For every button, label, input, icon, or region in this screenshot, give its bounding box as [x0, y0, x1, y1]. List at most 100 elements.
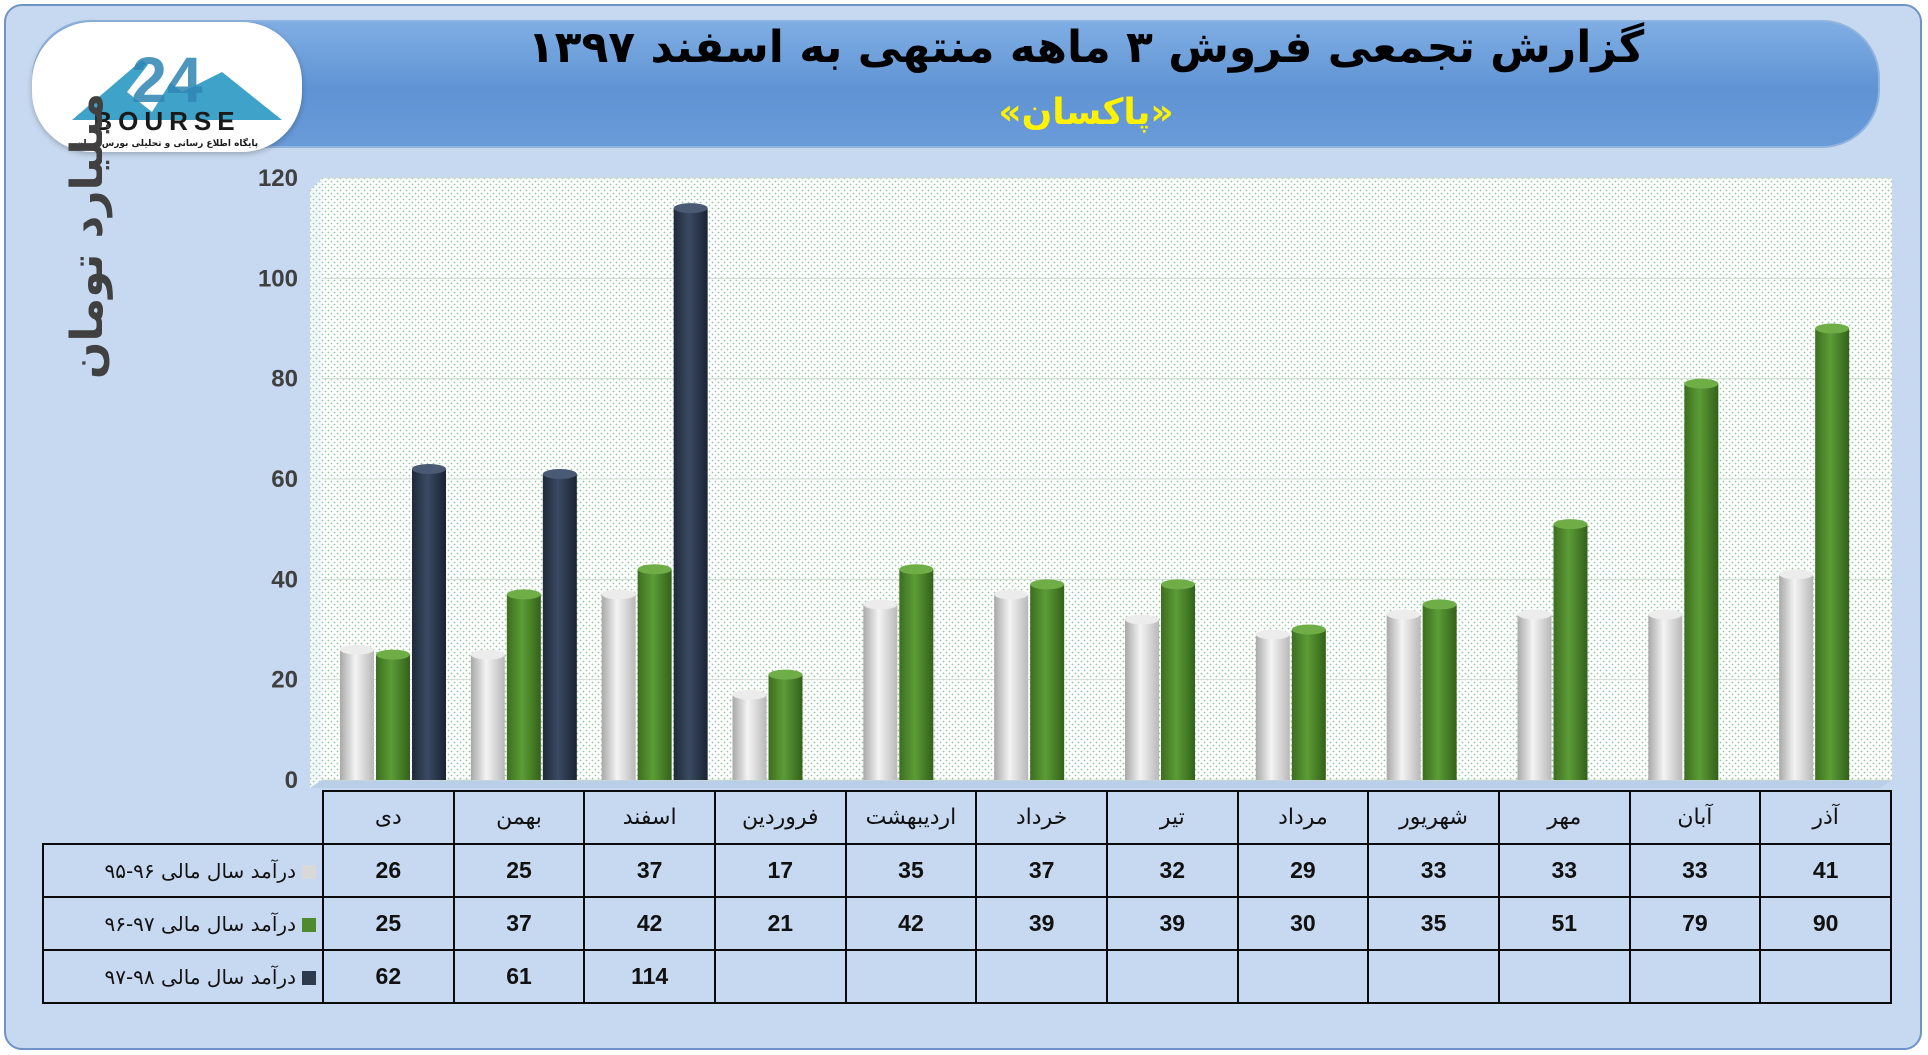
- data-value-cell: 41: [1759, 843, 1892, 898]
- data-value-cell: [1236, 949, 1370, 1004]
- data-value-cell: 17: [713, 843, 847, 898]
- data-value-cell: [844, 949, 978, 1004]
- bar-cap: [1684, 378, 1719, 389]
- bar-cap: [768, 669, 803, 680]
- bar-cap: [637, 564, 672, 575]
- data-value-cell: 39: [1105, 896, 1239, 951]
- series-2-swatch: [302, 918, 316, 932]
- bar-cap: [542, 468, 577, 479]
- data-value-cell: 61: [452, 949, 586, 1004]
- bar-cap: [1553, 519, 1588, 530]
- data-value-cell: 51: [1497, 896, 1631, 951]
- data-value-cell: 35: [1367, 896, 1500, 951]
- bars: [340, 203, 1850, 781]
- bourse-logo-icon: 24 BOURSE پایگاه اطلاع رسانی و تحلیلی بو…: [72, 44, 282, 149]
- bar: [1125, 619, 1159, 780]
- data-value-cell: 37: [975, 843, 1108, 898]
- chart-title: گزارش تجمعی فروش ۳ ماهه منتهی به اسفند ۱…: [527, 22, 1645, 73]
- bar-cap: [1815, 323, 1850, 334]
- bar: [673, 208, 708, 781]
- data-value-cell: 62: [322, 949, 455, 1004]
- data-table: دی بهمن اسفند فروردین اردیبهشت خرداد تیر مرداد ش…: [42, 790, 1892, 1004]
- data-value-cell: [1105, 949, 1239, 1004]
- plot-side-wall: [310, 178, 322, 788]
- bar: [1815, 328, 1850, 780]
- bar: [1779, 574, 1814, 780]
- bar: [470, 654, 505, 780]
- bar-cap: [673, 203, 708, 214]
- bar-cap: [732, 689, 767, 700]
- bar: [1553, 524, 1588, 780]
- category-label: تیر: [1105, 790, 1239, 845]
- data-value-cell: 25: [322, 896, 455, 951]
- bar-cap: [1125, 614, 1159, 625]
- data-value-cell: 42: [583, 896, 716, 951]
- data-value-cell: 33: [1628, 843, 1762, 898]
- data-value-cell: 26: [322, 843, 455, 898]
- data-value-cell: [1759, 949, 1892, 1004]
- bar: [1684, 383, 1719, 780]
- bar-cap: [601, 589, 636, 600]
- bar: [1030, 584, 1065, 780]
- y-tick-label: 120: [258, 165, 298, 192]
- category-label: فروردین: [713, 790, 847, 845]
- y-tick-label: 100: [258, 265, 298, 292]
- bar-cap: [470, 649, 505, 660]
- category-label: مهر: [1497, 790, 1631, 845]
- bar: [1255, 634, 1290, 780]
- chart-subtitle: «پاکسان»: [998, 92, 1174, 133]
- data-value-cell: 21: [713, 896, 847, 951]
- data-value-cell: 32: [1105, 843, 1239, 898]
- category-label: مرداد: [1236, 790, 1370, 845]
- bar-cap: [1422, 599, 1457, 610]
- data-value-cell: 37: [583, 843, 716, 898]
- table-row-series-2: درآمد سال مالی ۹۷-۹۶ 25 37 42 21 42 39 39 30 35 5…: [42, 896, 1892, 951]
- bar-cap: [506, 589, 541, 600]
- y-tick-label: 80: [271, 366, 298, 393]
- y-tick-label: 60: [271, 466, 298, 493]
- category-label: خرداد: [975, 790, 1108, 845]
- y-axis-ticks: 0 20 40 60 80 100 120: [258, 165, 1892, 794]
- y-tick-label: 0: [285, 767, 298, 794]
- bar: [542, 473, 577, 780]
- svg-text:24: 24: [131, 44, 203, 116]
- bar: [1161, 584, 1195, 780]
- table-row-series-1: درآمد سال مالی ۹۶-۹۵ 26 25 37 17 35 37 32 29 33 3…: [42, 843, 1892, 898]
- bar-cap: [1648, 609, 1683, 620]
- bar: [376, 654, 410, 780]
- bar: [340, 649, 374, 780]
- bar-cap: [1779, 569, 1814, 580]
- logo: 24 BOURSE پایگاه اطلاع رسانی و تحلیلی بو…: [32, 22, 302, 152]
- category-label: بهمن: [452, 790, 586, 845]
- data-value-cell: 42: [844, 896, 978, 951]
- series-1-swatch: [302, 865, 316, 879]
- table-corner: [43, 791, 323, 844]
- logo-tagline: پایگاه اطلاع رسانی و تحلیلی بورس ایران: [76, 137, 258, 149]
- data-value-cell: 35: [844, 843, 978, 898]
- data-value-cell: [713, 949, 847, 1004]
- bar: [1386, 614, 1421, 780]
- data-value-cell: 37: [452, 896, 586, 951]
- bar: [899, 569, 934, 780]
- series-2-legend: درآمد سال مالی ۹۷-۹۶: [42, 896, 324, 951]
- data-value-cell: 114: [583, 949, 716, 1004]
- data-value-cell: 90: [1759, 896, 1892, 951]
- bar-cap: [863, 599, 898, 610]
- data-value-cell: [1628, 949, 1762, 1004]
- data-value-cell: 79: [1628, 896, 1762, 951]
- bar-cap: [1255, 629, 1290, 640]
- data-value-cell: [1497, 949, 1631, 1004]
- category-label: آبان: [1628, 790, 1762, 845]
- bar-cap: [1291, 624, 1326, 635]
- category-label: آذر: [1759, 790, 1892, 845]
- series-1-name: درآمد سال مالی ۹۶-۹۵: [104, 858, 296, 883]
- bar: [1517, 614, 1552, 780]
- data-value-cell: 33: [1497, 843, 1631, 898]
- series-2-name: درآمد سال مالی ۹۷-۹۶: [104, 911, 296, 936]
- category-label: دی: [322, 790, 455, 845]
- bar-cap: [1386, 609, 1421, 620]
- bar-cap: [412, 463, 446, 474]
- series-3-legend: درآمد سال مالی ۹۸-۹۷: [42, 949, 324, 1004]
- bar-cap: [1030, 579, 1065, 590]
- bar-cap: [340, 644, 374, 655]
